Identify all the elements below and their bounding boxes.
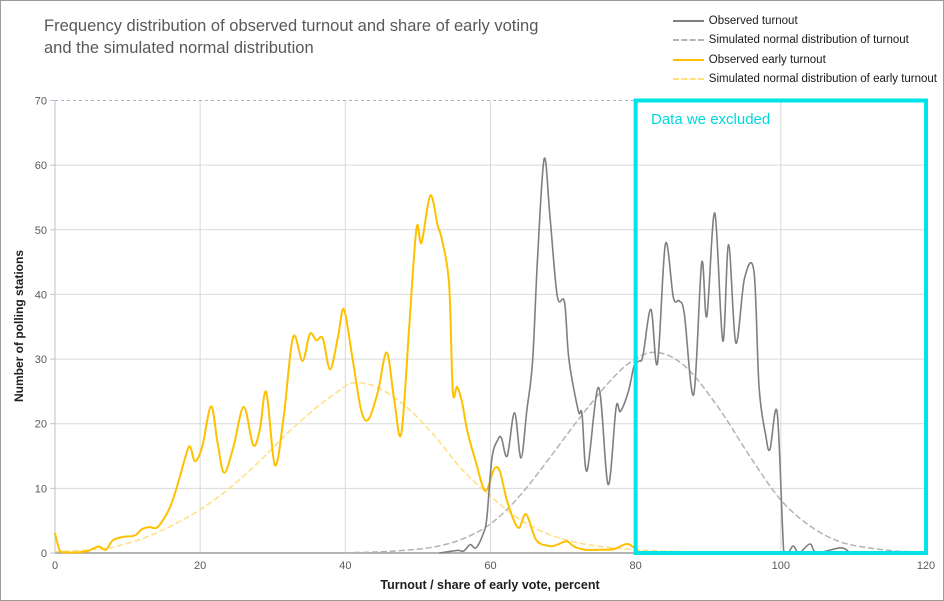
legend-item-simulated-early-turnout: Simulated normal distribution of early t… [672, 70, 937, 90]
y-tick-label: 40 [35, 289, 47, 301]
legend-item-observed-early-turnout: Observed early turnout [672, 50, 937, 70]
y-tick-label: 70 [35, 96, 47, 108]
legend-label: Observed early turnout [708, 53, 826, 66]
legend-item-observed-turnout: Observed turnout [672, 11, 937, 31]
legend-item-simulated-turnout: Simulated normal distribution of turnout [672, 31, 937, 51]
dashed-gold-line-icon [672, 78, 704, 81]
x-tick-label: 0 [52, 560, 58, 572]
excluded-data-box [633, 98, 929, 555]
x-tick-label: 20 [194, 560, 206, 572]
y-tick-label: 20 [35, 419, 47, 431]
x-axis-title: Turnout / share of early vote, percent [380, 578, 600, 592]
x-tick-label: 80 [630, 560, 642, 572]
excluded-data-annotation: Data we excluded [651, 111, 771, 128]
solid-gold-line-icon [672, 58, 704, 61]
y-tick-label: 30 [35, 354, 47, 366]
series-observed-turnout [438, 157, 851, 554]
solid-gray-line-icon [672, 19, 704, 22]
y-tick-label: 0 [41, 548, 47, 560]
x-tick-label: 60 [484, 560, 496, 572]
legend-label: Simulated normal distribution of early t… [708, 73, 937, 86]
x-tick-label: 100 [772, 560, 790, 572]
legend-label: Simulated normal distribution of turnout [708, 34, 909, 47]
y-tick-label: 50 [35, 225, 47, 237]
y-axis-title: Number of polling stations [12, 250, 26, 402]
series-simulated-normal-distribution-of-turnout [344, 351, 927, 554]
series-simulated-normal-distribution-of-early-turnout [54, 381, 710, 554]
y-tick-label: 10 [35, 483, 47, 495]
dashed-gray-line-icon [672, 39, 704, 42]
legend: Observed turnout Simulated normal distri… [672, 11, 937, 90]
x-tick-label: 40 [339, 560, 351, 572]
chart-title: Frequency distribution of observed turno… [44, 17, 539, 57]
series-observed-early-turnout [54, 194, 641, 554]
x-tick-label: 120 [917, 560, 935, 572]
legend-label: Observed turnout [708, 14, 798, 27]
y-tick-label: 60 [35, 160, 47, 172]
